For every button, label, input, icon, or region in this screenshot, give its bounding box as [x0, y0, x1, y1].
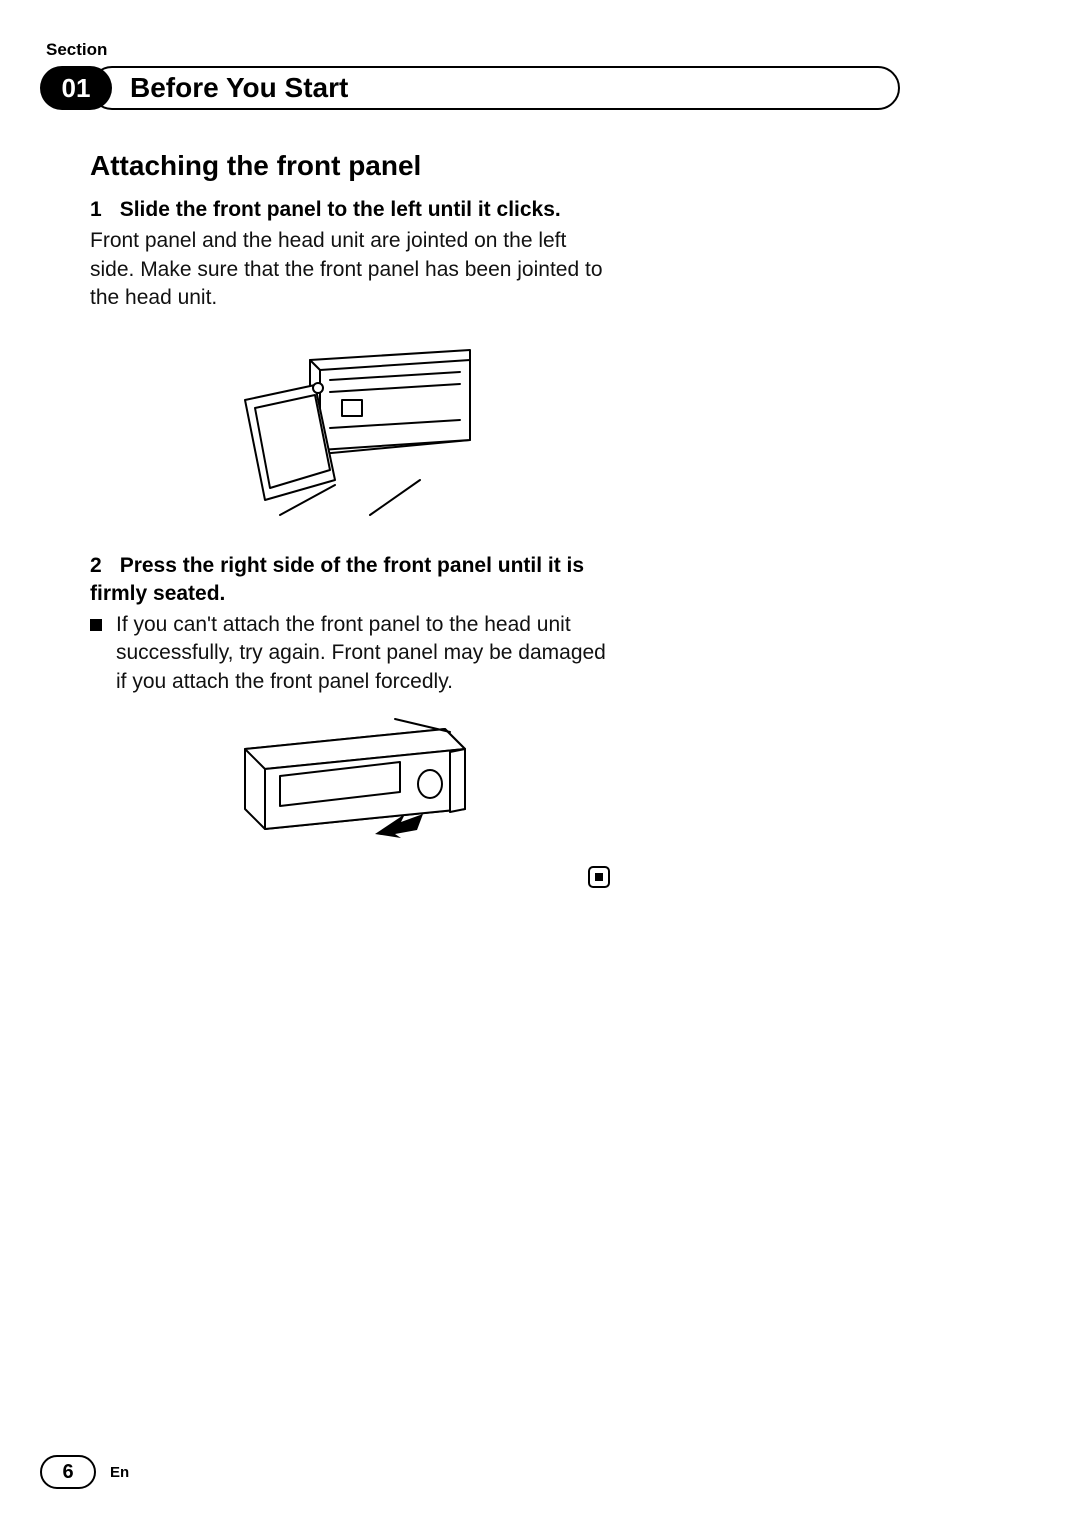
- step2-bullet-text: If you can't attach the front panel to t…: [116, 611, 610, 696]
- section-title-capsule: Before You Start: [90, 66, 900, 110]
- main-heading: Attaching the front panel: [90, 150, 610, 182]
- end-of-section-icon-inner: [595, 873, 603, 881]
- step2-bullet-row: If you can't attach the front panel to t…: [90, 611, 610, 696]
- page: Section 01 Before You Start Attaching th…: [0, 0, 1080, 1529]
- step2-title: Press the right side of the front panel …: [90, 554, 584, 604]
- step1-body: Front panel and the head unit are jointe…: [90, 227, 610, 312]
- page-number: 6: [62, 1461, 73, 1484]
- bullet-icon: [90, 619, 102, 631]
- illustration-step1: [220, 330, 480, 530]
- footer: 6 En: [40, 1455, 129, 1489]
- page-number-pill: 6: [40, 1455, 96, 1489]
- step1-heading: 1 Slide the front panel to the left until…: [90, 196, 610, 223]
- section-number: 01: [62, 73, 91, 104]
- step2-number: 2: [90, 552, 102, 579]
- header-bar: 01 Before You Start: [40, 66, 1040, 110]
- step1-title: Slide the front panel to the left until …: [120, 198, 561, 221]
- step1-number: 1: [90, 196, 102, 223]
- illustration-step2: [225, 714, 475, 844]
- language-label: En: [110, 1464, 129, 1481]
- section-number-pill: 01: [40, 66, 112, 110]
- section-title: Before You Start: [130, 72, 348, 104]
- end-of-section-icon: [588, 866, 610, 888]
- end-mark-wrap: [90, 866, 610, 888]
- step2-heading: 2Press the right side of the front panel…: [90, 552, 610, 607]
- content-column: Attaching the front panel 1 Slide the fro…: [90, 150, 610, 888]
- section-label: Section: [46, 40, 1040, 60]
